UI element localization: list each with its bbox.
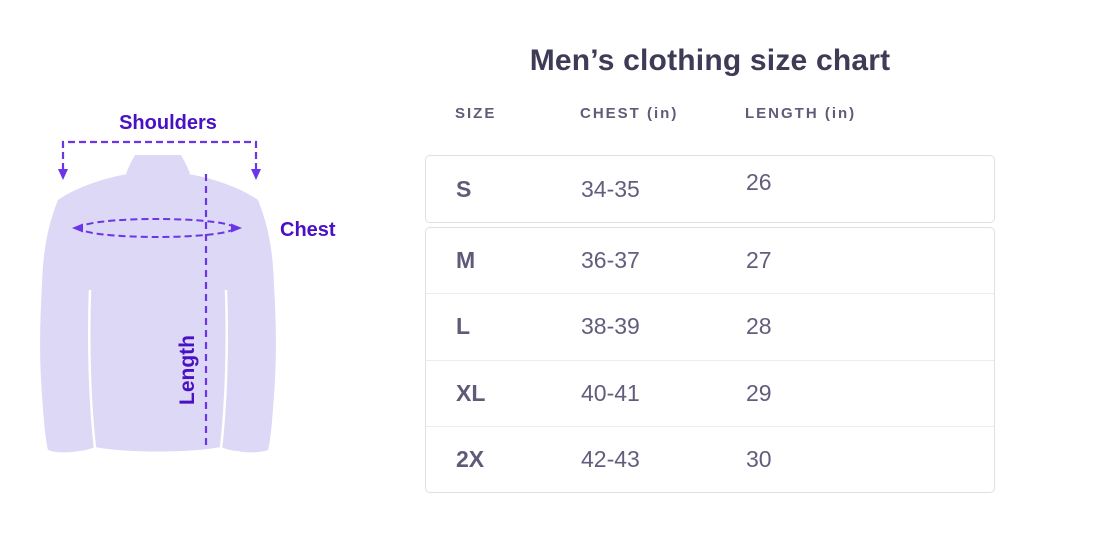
cell-chest: 38-39 [581,313,640,340]
cell-size: L [456,313,471,340]
cell-length: 30 [746,445,772,472]
shirt-collar-shape [126,155,190,174]
cell-size: XL [456,379,486,406]
cell-chest: 34-35 [581,175,640,202]
right-sleeve-crease [219,289,229,449]
cell-size: S [456,175,472,202]
shoulders-label: Shoulders [119,112,217,134]
shoulders-measure-bracket [61,140,258,170]
header-chest: CHEST (in) [580,105,679,122]
left-sleeve-crease [87,289,97,449]
shirt-body-shape [40,174,276,453]
chest-arrow-left-icon [72,223,83,233]
cell-size: M [456,247,476,274]
cell-length-value: 26 [746,168,772,195]
table-row: 2X 42-43 30 [426,425,994,492]
shoulders-arrow-right-icon [251,169,261,180]
table-row: XL 40-41 29 [426,359,994,426]
cell-length: 29 [746,379,772,406]
cell-length: 26 [746,169,994,203]
header-size: SIZE [455,105,497,122]
chest-label: Chest [280,219,336,241]
cell-chest: 42-43 [581,445,640,472]
table-header-row: SIZE CHEST (in) LENGTH (in) [425,105,995,122]
cell-chest: 40-41 [581,379,640,406]
shoulders-arrow-left-icon [58,169,68,180]
table-row: L 38-39 28 [426,293,994,359]
cell-length: 27 [746,247,772,274]
cell-length: 28 [746,313,772,340]
table-row: M 36-37 27 [426,228,994,293]
page-title: Men’s clothing size chart [529,44,891,77]
cell-size: 2X [456,445,485,472]
header-length: LENGTH (in) [745,105,857,122]
chest-arrow-right-icon [231,223,242,233]
table-row: S 34-35 26 [425,155,995,223]
cell-chest: 36-37 [581,247,640,274]
shirt-measurement-diagram: Shoulders Chest Length [40,112,336,453]
table-body: M 36-37 27 L 38-39 28 XL 40-41 29 2X 42-… [425,227,995,493]
length-label: Length [176,335,199,405]
